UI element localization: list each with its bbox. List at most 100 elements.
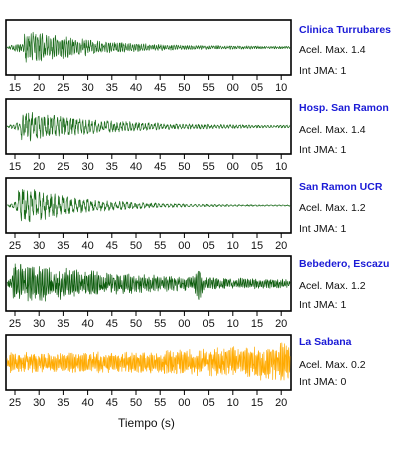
jma-label: Int JMA: bbox=[299, 376, 338, 388]
x-tick-label: 30 bbox=[33, 240, 45, 252]
waveform-line bbox=[6, 31, 291, 63]
jma-value: 1 bbox=[340, 299, 347, 311]
x-tick-label: 00 bbox=[178, 318, 190, 330]
x-tick-label: 15 bbox=[251, 318, 263, 330]
max-accel-line: Acel. Max. 1.4 bbox=[299, 124, 366, 136]
x-tick-label: 35 bbox=[57, 240, 69, 252]
x-tick-label: 25 bbox=[9, 240, 21, 252]
x-tick-label: 45 bbox=[154, 161, 166, 173]
x-tick-label: 45 bbox=[154, 82, 166, 94]
x-tick-label: 15 bbox=[9, 82, 21, 94]
waveform-line bbox=[6, 111, 291, 142]
jma-value: 1 bbox=[340, 65, 347, 77]
x-axis-label: Tiempo (s) bbox=[118, 416, 175, 430]
max-accel-label: Acel. Max. bbox=[299, 44, 349, 56]
max-accel-label: Acel. Max. bbox=[299, 359, 349, 371]
max-accel-line: Acel. Max. 1.2 bbox=[299, 280, 366, 292]
x-tick-label: 50 bbox=[130, 397, 142, 409]
station-name: San Ramon UCR bbox=[299, 181, 383, 193]
x-tick-label: 20 bbox=[33, 161, 45, 173]
x-tick-label: 05 bbox=[251, 161, 263, 173]
x-tick-label: 40 bbox=[130, 82, 142, 94]
x-tick-label: 35 bbox=[106, 82, 118, 94]
x-tick-label: 25 bbox=[57, 161, 69, 173]
x-tick-label: 55 bbox=[154, 240, 166, 252]
jma-value: 0 bbox=[340, 376, 347, 388]
panel-2: 25 30 35 40 45 50 55 00 05 10 15 20 bbox=[5, 177, 292, 252]
max-accel-label: Acel. Max. bbox=[299, 124, 349, 136]
x-tick-label: 10 bbox=[275, 161, 287, 173]
x-tick-label: 25 bbox=[9, 318, 21, 330]
jma-label: Int JMA: bbox=[299, 223, 338, 235]
x-tick-label: 05 bbox=[251, 82, 263, 94]
jma-intensity-line: Int JMA: 1 bbox=[299, 65, 346, 77]
x-tick-label: 15 bbox=[9, 161, 21, 173]
x-tick-label: 35 bbox=[57, 318, 69, 330]
jma-label: Int JMA: bbox=[299, 144, 338, 156]
x-tick-label: 20 bbox=[33, 82, 45, 94]
max-accel-value: 0.2 bbox=[351, 359, 366, 371]
x-tick-label: 20 bbox=[275, 318, 287, 330]
jma-label: Int JMA: bbox=[299, 299, 338, 311]
x-tick-label: 30 bbox=[81, 161, 93, 173]
x-tick-label: 00 bbox=[178, 397, 190, 409]
panel-4: 25 30 35 40 45 50 55 00 05 10 15 20 bbox=[5, 334, 292, 409]
jma-intensity-line: Int JMA: 1 bbox=[299, 299, 346, 311]
x-tick-label: 30 bbox=[33, 318, 45, 330]
x-tick-label: 10 bbox=[227, 397, 239, 409]
x-tick-label: 05 bbox=[202, 318, 214, 330]
max-accel-value: 1.4 bbox=[351, 124, 366, 136]
x-tick-label: 45 bbox=[106, 318, 118, 330]
max-accel-value: 1.4 bbox=[351, 44, 366, 56]
x-tick-label: 50 bbox=[178, 161, 190, 173]
x-tick-label: 00 bbox=[227, 161, 239, 173]
waveform-line bbox=[6, 189, 291, 223]
jma-intensity-line: Int JMA: 0 bbox=[299, 376, 346, 388]
x-tick-label: 10 bbox=[227, 240, 239, 252]
x-tick-label: 50 bbox=[178, 82, 190, 94]
x-tick-label: 50 bbox=[130, 240, 142, 252]
x-tick-label: 15 bbox=[251, 240, 263, 252]
x-tick-label: 20 bbox=[275, 240, 287, 252]
x-tick-label: 40 bbox=[81, 240, 93, 252]
x-tick-label: 05 bbox=[202, 397, 214, 409]
max-accel-label: Acel. Max. bbox=[299, 280, 349, 292]
station-name: La Sabana bbox=[299, 336, 352, 348]
x-tick-label: 25 bbox=[57, 82, 69, 94]
x-tick-label: 10 bbox=[227, 318, 239, 330]
x-tick-label: 55 bbox=[202, 161, 214, 173]
max-accel-value: 1.2 bbox=[351, 280, 366, 292]
max-accel-line: Acel. Max. 1.2 bbox=[299, 202, 366, 214]
max-accel-line: Acel. Max. 0.2 bbox=[299, 359, 366, 371]
waveform-line bbox=[6, 263, 291, 302]
panel-1: 15 20 25 30 35 40 45 50 55 00 05 10 bbox=[5, 98, 292, 173]
x-tick-label: 35 bbox=[57, 397, 69, 409]
x-tick-label: 55 bbox=[154, 318, 166, 330]
x-tick-label: 55 bbox=[154, 397, 166, 409]
max-accel-line: Acel. Max. 1.4 bbox=[299, 44, 366, 56]
jma-intensity-line: Int JMA: 1 bbox=[299, 223, 346, 235]
x-tick-label: 05 bbox=[202, 240, 214, 252]
max-accel-label: Acel. Max. bbox=[299, 202, 349, 214]
x-tick-label: 55 bbox=[202, 82, 214, 94]
jma-value: 1 bbox=[340, 223, 347, 235]
jma-label: Int JMA: bbox=[299, 65, 338, 77]
x-tick-label: 40 bbox=[130, 161, 142, 173]
station-name: Clinica Turrubares bbox=[299, 24, 391, 36]
x-tick-label: 45 bbox=[106, 397, 118, 409]
waveform-line bbox=[6, 342, 291, 381]
x-tick-label: 20 bbox=[275, 397, 287, 409]
x-tick-label: 35 bbox=[106, 161, 118, 173]
x-tick-label: 00 bbox=[227, 82, 239, 94]
x-tick-label: 45 bbox=[106, 240, 118, 252]
x-tick-label: 00 bbox=[178, 240, 190, 252]
x-tick-label: 15 bbox=[251, 397, 263, 409]
station-name: Bebedero, Escazu bbox=[299, 258, 390, 270]
max-accel-value: 1.2 bbox=[351, 202, 366, 214]
station-name: Hosp. San Ramon bbox=[299, 102, 389, 114]
jma-value: 1 bbox=[340, 144, 347, 156]
panel-3: 25 30 35 40 45 50 55 00 05 10 15 20 bbox=[5, 255, 292, 330]
panel-0: 15 20 25 30 35 40 45 50 55 00 05 10 bbox=[5, 19, 292, 94]
x-tick-label: 25 bbox=[9, 397, 21, 409]
